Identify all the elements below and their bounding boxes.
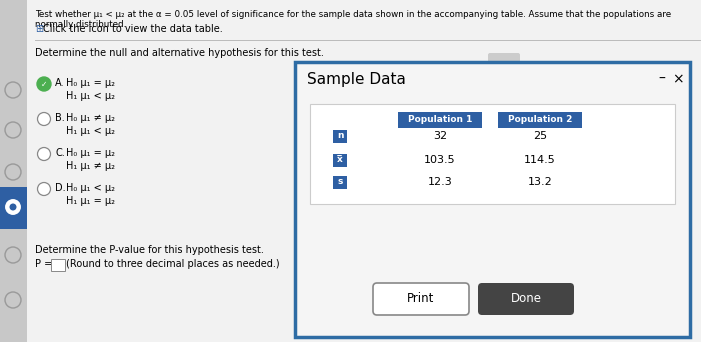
Text: (Round to three decimal places as needed.): (Round to three decimal places as needed…: [66, 259, 280, 269]
FancyBboxPatch shape: [50, 259, 64, 271]
FancyBboxPatch shape: [488, 53, 520, 67]
Text: ✓: ✓: [41, 79, 47, 89]
Text: H₁ μ₁ < μ₂: H₁ μ₁ < μ₂: [66, 126, 115, 136]
Text: ×: ×: [672, 72, 683, 86]
Text: 103.5: 103.5: [424, 155, 456, 165]
Text: 114.5: 114.5: [524, 155, 556, 165]
Text: D.: D.: [55, 183, 66, 193]
FancyBboxPatch shape: [333, 176, 347, 189]
FancyBboxPatch shape: [297, 64, 692, 339]
Text: s: s: [337, 177, 343, 186]
Text: 13.2: 13.2: [528, 177, 552, 187]
FancyBboxPatch shape: [373, 283, 469, 315]
Text: P =: P =: [35, 259, 53, 269]
FancyBboxPatch shape: [27, 0, 701, 342]
Text: x̅: x̅: [337, 156, 343, 165]
Text: H₀ μ₁ ≠ μ₂: H₀ μ₁ ≠ μ₂: [66, 113, 115, 123]
FancyBboxPatch shape: [295, 62, 690, 337]
Text: n: n: [336, 132, 343, 141]
Text: H₀ μ₁ = μ₂: H₀ μ₁ = μ₂: [66, 148, 115, 158]
Text: 32: 32: [433, 131, 447, 141]
FancyBboxPatch shape: [0, 187, 27, 229]
Circle shape: [10, 203, 17, 210]
Text: Print: Print: [407, 292, 435, 305]
Text: Test whether μ₁ < μ₂ at the α = 0.05 level of significance for the sample data s: Test whether μ₁ < μ₂ at the α = 0.05 lev…: [35, 10, 671, 29]
Text: 12.3: 12.3: [428, 177, 452, 187]
FancyBboxPatch shape: [478, 283, 574, 315]
Text: C.: C.: [55, 148, 64, 158]
Text: 25: 25: [533, 131, 547, 141]
Circle shape: [37, 77, 51, 91]
Circle shape: [37, 147, 50, 160]
Circle shape: [37, 183, 50, 196]
Circle shape: [4, 198, 22, 216]
FancyBboxPatch shape: [398, 112, 482, 128]
FancyBboxPatch shape: [310, 104, 675, 204]
FancyBboxPatch shape: [333, 130, 347, 143]
Text: A.: A.: [55, 78, 64, 88]
Text: ⊞: ⊞: [35, 24, 43, 34]
Text: Click the icon to view the data table.: Click the icon to view the data table.: [43, 24, 223, 34]
Text: Determine the P-value for this hypothesis test.: Determine the P-value for this hypothesi…: [35, 245, 264, 255]
Text: Population 1: Population 1: [408, 116, 472, 124]
Text: H₀ μ₁ = μ₂: H₀ μ₁ = μ₂: [66, 78, 115, 88]
FancyBboxPatch shape: [0, 0, 27, 342]
Text: Determine the null and alternative hypothesis for this test.: Determine the null and alternative hypot…: [35, 48, 324, 58]
Text: Done: Done: [510, 292, 541, 305]
Text: Population 2: Population 2: [508, 116, 572, 124]
Text: B.: B.: [55, 113, 64, 123]
Text: H₀ μ₁ < μ₂: H₀ μ₁ < μ₂: [66, 183, 115, 193]
Text: H₁ μ₁ ≠ μ₂: H₁ μ₁ ≠ μ₂: [66, 161, 115, 171]
Text: Sample Data: Sample Data: [307, 72, 406, 87]
Text: –: –: [658, 72, 665, 86]
FancyBboxPatch shape: [498, 112, 582, 128]
FancyBboxPatch shape: [333, 154, 347, 167]
Circle shape: [37, 113, 50, 126]
Text: H₁ μ₁ = μ₂: H₁ μ₁ = μ₂: [66, 196, 115, 206]
Text: H₁ μ₁ < μ₂: H₁ μ₁ < μ₂: [66, 91, 115, 101]
